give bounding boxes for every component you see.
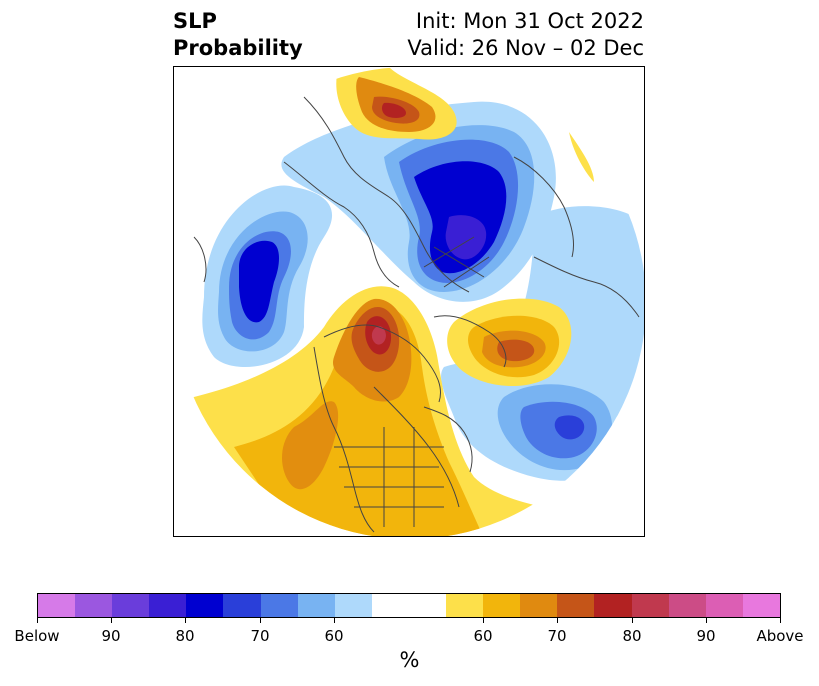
colorbar-tick-mark	[111, 618, 112, 623]
colorbar-tick-label: Above	[756, 627, 804, 645]
colorbar-segment	[668, 594, 706, 617]
colorbar-segment	[520, 594, 558, 617]
map-panel	[173, 66, 645, 537]
colorbar-segment	[297, 594, 335, 617]
colorbar-segment	[371, 594, 447, 617]
colorbar-tick-label: 60	[324, 627, 344, 645]
colorbar-tick-label: 70	[250, 627, 270, 645]
colorbar-tick-label: 90	[101, 627, 121, 645]
colorbar-tick-label: Below	[14, 627, 60, 645]
alaska-canada-high	[174, 286, 594, 536]
chart-title-right: Init: Mon 31 Oct 2022 Valid: 26 Nov – 02…	[407, 8, 644, 62]
polar-map	[174, 67, 644, 536]
colorbar-segment	[223, 594, 261, 617]
colorbar-tick-label: 70	[547, 627, 567, 645]
colorbar-segment	[594, 594, 632, 617]
colorbar-tick-mark	[260, 618, 261, 623]
colorbar-segment	[260, 594, 298, 617]
colorbar-segment	[75, 594, 113, 617]
colorbar-segment	[742, 594, 780, 617]
east-siberia-high	[336, 67, 457, 140]
title-quantity: Probability	[173, 36, 303, 60]
colorbar-tick-mark	[706, 618, 707, 623]
colorbar-segment	[557, 594, 595, 617]
colorbar-segment	[446, 594, 484, 617]
colorbar-segment	[483, 594, 521, 617]
north-pacific-low	[202, 185, 333, 367]
colorbar-segment	[149, 594, 187, 617]
colorbar-segment	[705, 594, 743, 617]
colorbar-tick-label: 60	[473, 627, 493, 645]
greenland-atlantic-high	[447, 132, 594, 387]
colorbar-tick-label: 80	[622, 627, 642, 645]
init-date: Init: Mon 31 Oct 2022	[415, 9, 644, 33]
title-variable: SLP	[173, 9, 217, 33]
valid-range: Valid: 26 Nov – 02 Dec	[407, 36, 644, 60]
colorbar-segment	[334, 594, 372, 617]
colorbar	[37, 593, 781, 618]
colorbar-segment	[112, 594, 150, 617]
colorbar-segment	[38, 594, 76, 617]
colorbar-tick-label: 80	[175, 627, 195, 645]
colorbar-segment	[186, 594, 224, 617]
colorbar-unit-label: %	[399, 648, 420, 672]
arctic-siberia-low	[281, 101, 556, 302]
colorbar-tick-mark	[632, 618, 633, 623]
colorbar-tick-mark	[780, 618, 781, 623]
chart-title-left: SLP Probability	[173, 8, 303, 62]
colorbar-tick-mark	[557, 618, 558, 623]
colorbar-tick-mark	[334, 618, 335, 623]
colorbar-segment	[631, 594, 669, 617]
colorbar-tick-mark	[483, 618, 484, 623]
colorbar-tick-mark	[37, 618, 38, 623]
colorbar-tick-label: 90	[696, 627, 716, 645]
colorbar-tick-mark	[185, 618, 186, 623]
